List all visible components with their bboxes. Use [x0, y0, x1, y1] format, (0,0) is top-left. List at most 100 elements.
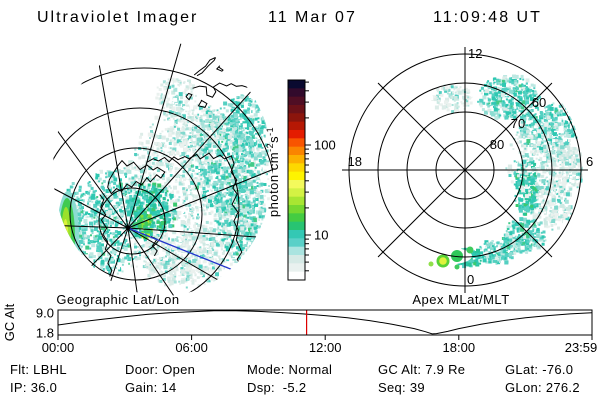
aurora-speckle — [200, 121, 205, 126]
aurora-speckle — [157, 188, 160, 191]
aurora-speckle — [248, 248, 252, 252]
aurora-speckle — [242, 244, 246, 248]
aurora-speckle — [263, 108, 267, 112]
aurora-speckle — [248, 122, 251, 125]
aurora-speckle — [139, 208, 142, 211]
aurora-speckle — [68, 189, 71, 192]
aurora-speckle — [215, 114, 218, 117]
aurora-speckle — [254, 230, 258, 234]
aurora-speckle — [144, 222, 149, 227]
aurora-speckle — [161, 139, 164, 142]
aurora-speckle — [200, 178, 203, 181]
aurora-speckle — [222, 132, 227, 137]
aurora-speckle — [240, 123, 243, 126]
aurora-speckle — [194, 185, 197, 188]
aurora-speckle — [220, 205, 224, 209]
aurora-speckle — [186, 208, 188, 211]
aurora-speckle — [175, 130, 180, 134]
aurora-speckle — [112, 191, 117, 196]
aurora-speckle — [268, 185, 271, 187]
aurora-speckle — [160, 83, 164, 87]
aurora-speckle — [229, 103, 234, 108]
aurora-speckle — [248, 196, 251, 199]
aurora-speckle — [263, 216, 266, 219]
aurora-speckle — [484, 110, 488, 115]
aurora-speckle — [222, 130, 225, 132]
aurora-speckle — [133, 243, 136, 246]
aurora-speckle — [159, 101, 163, 105]
aurora-speckle — [152, 182, 157, 187]
aurora-speckle — [181, 174, 185, 178]
aurora-speckle — [215, 152, 218, 154]
aurora-speckle — [167, 199, 169, 202]
aurora-speckle — [263, 113, 266, 116]
aurora-speckle — [223, 101, 228, 106]
aurora-speckle — [203, 137, 206, 140]
aurora-speckle — [180, 131, 183, 134]
aurora-speckle — [250, 147, 255, 152]
aurora-speckle — [515, 88, 519, 93]
aurora-speckle — [265, 224, 269, 228]
aurora-speckle — [156, 191, 159, 194]
aurora-speckle — [169, 213, 173, 217]
aurora-speckle — [248, 215, 251, 218]
aurora-speckle — [259, 106, 263, 110]
aurora-speckle — [229, 254, 232, 257]
aurora-speckle — [141, 258, 145, 262]
aurora-speckle — [140, 214, 144, 218]
aurora-speckle — [150, 187, 154, 191]
aurora-speckle — [228, 127, 232, 131]
aurora-speckle — [232, 260, 235, 263]
aurora-speckle — [232, 242, 237, 247]
aurora-speckle — [229, 161, 233, 165]
aurora-speckle — [209, 140, 212, 143]
aurora-speckle — [230, 238, 233, 241]
aurora-speckle — [219, 187, 222, 190]
aurora-speckle — [178, 133, 181, 136]
aurora-speckle — [251, 247, 256, 251]
aurora-speckle — [176, 190, 180, 194]
aurora-speckle — [194, 126, 198, 130]
aurora-speckle — [221, 238, 225, 242]
aurora-speckle — [190, 106, 194, 110]
aurora-speckle — [200, 167, 204, 171]
aurora-speckle — [202, 249, 207, 254]
aurora-speckle — [139, 175, 143, 179]
aurora-speckle — [193, 111, 197, 115]
aurora-speckle — [109, 232, 112, 235]
aurora-speckle — [218, 203, 222, 207]
aurora-speckle — [131, 166, 135, 170]
aurora-speckle — [106, 233, 110, 237]
aurora-speckle — [233, 208, 237, 213]
aurora-speckle — [82, 212, 85, 215]
aurora-speckle — [151, 161, 155, 165]
aurora-speckle — [220, 201, 225, 206]
aurora-speckle — [218, 132, 222, 136]
aurora-speckle — [263, 160, 266, 163]
aurora-speckle — [236, 184, 240, 188]
aurora-speckle — [229, 185, 234, 189]
aurora-speckle — [116, 246, 120, 250]
aurora-speckle — [187, 116, 191, 119]
aurora-speckle — [242, 185, 246, 189]
aurora-speckle — [205, 220, 209, 224]
aurora-speckle — [215, 176, 219, 179]
aurora-speckle — [236, 133, 239, 136]
aurora-speckle — [147, 150, 149, 153]
aurora-speckle — [162, 205, 167, 210]
aurora-speckle — [87, 202, 89, 205]
meridian-line — [127, 150, 273, 229]
aurora-speckle — [172, 216, 175, 218]
aurora-speckle — [73, 252, 76, 256]
aurora-speckle — [479, 98, 484, 103]
aurora-speckle — [261, 125, 265, 129]
aurora-speckle — [226, 222, 231, 227]
aurora-speckle — [220, 113, 225, 118]
aurora-speckle — [160, 94, 163, 97]
aurora-speckle — [140, 226, 143, 229]
aurora-speckle — [207, 165, 212, 170]
aurora-speckle — [171, 238, 175, 242]
aurora-speckle — [115, 184, 119, 188]
aurora-speckle — [234, 265, 239, 270]
aurora-speckle — [200, 150, 204, 154]
